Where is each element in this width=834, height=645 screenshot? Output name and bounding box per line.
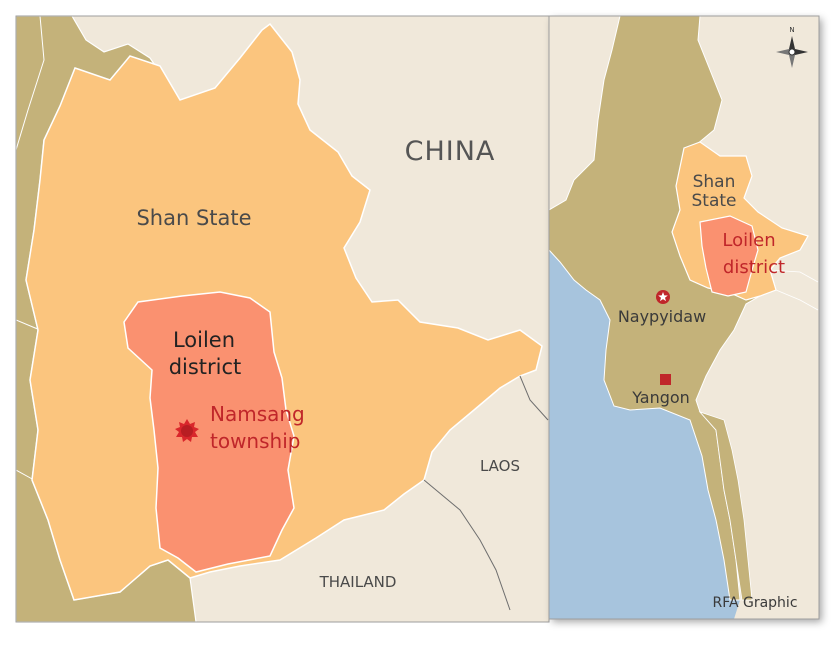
laos-thailand-border [423, 479, 511, 611]
naypyidaw-label: Naypyidaw [618, 307, 706, 326]
inset-loilen-label-line2: district [723, 257, 785, 278]
thailand-label: THAILAND [319, 573, 397, 591]
myanmar-southern-strip [698, 411, 753, 601]
namsang-township-label-line1: Namsang [210, 402, 305, 426]
compass-rose-icon: N [776, 26, 808, 68]
namsang-township-label-line2: township [210, 429, 300, 453]
bay-of-bengal-water [549, 250, 740, 619]
main-map: CHINA Shan State Loilen district Namsang… [16, 16, 549, 622]
loilen-district-label-line1: Loilen [173, 328, 235, 352]
internal-boundary-line [16, 319, 41, 481]
inset-map-content: Shan State Loilen district Naypyidaw Yan… [549, 16, 819, 619]
shan-state-label: Shan State [136, 206, 251, 230]
inset-loilen-district-region [699, 215, 759, 297]
internal-boundary-line [16, 16, 45, 151]
yangon-label: Yangon [631, 388, 690, 407]
burst-marker-icon [175, 419, 199, 442]
loilen-district-label-line2: district [169, 355, 242, 379]
inset-loilen-label-line1: Loilen [722, 230, 775, 251]
inset-shan-state-label-line2: State [692, 191, 737, 211]
capital-star-icon [656, 290, 670, 304]
compass-north-label: N [789, 26, 794, 34]
inset-map-frame [548, 15, 820, 620]
inset-neighbor-boundary [769, 269, 819, 311]
china-label: CHINA [405, 136, 496, 167]
city-square-icon [660, 374, 671, 385]
inset-shan-state-label-line1: Shan [693, 172, 736, 192]
loilen-district-region [123, 291, 295, 573]
china-laos-border [519, 375, 549, 421]
laos-label: LAOS [480, 457, 520, 475]
rfa-graphic-credit: RFA Graphic [712, 595, 797, 611]
